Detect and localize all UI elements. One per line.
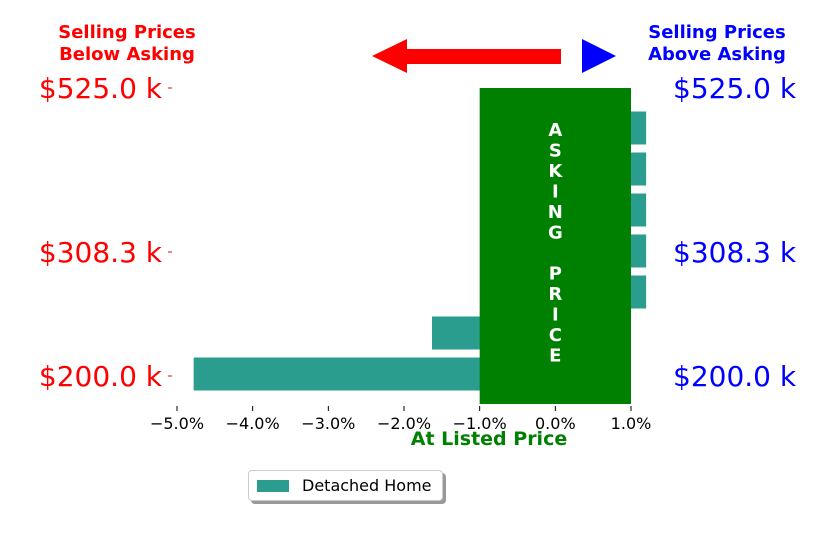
- x-tick-label: −1.0%: [453, 414, 507, 433]
- y-tick-label-right: $308.3 k: [673, 236, 797, 269]
- y-tick-labels: $525.0 k $308.3 k $200.0 k $525.0 k $308.3 k…: [39, 72, 797, 393]
- overlay-letter: K: [548, 161, 563, 182]
- header-right-line1: Selling Prices: [648, 22, 785, 43]
- x-tick-label: 0.0%: [535, 414, 576, 433]
- overlay-letter: G: [548, 223, 563, 244]
- overlay-letter: S: [549, 141, 562, 162]
- x-tick-label: 1.0%: [611, 414, 652, 433]
- overlay-letter: A: [548, 120, 562, 141]
- overlay-letter: I: [552, 182, 559, 203]
- overlay-letter: I: [552, 305, 559, 326]
- header-right-line2: Above Asking: [648, 44, 786, 65]
- x-tick-label: −2.0%: [377, 414, 431, 433]
- x-axis: −5.0% −4.0% −3.0% −2.0% −1.0% 0.0% 1.0%: [150, 405, 652, 433]
- y-tick-label-left: $308.3 k: [39, 236, 163, 269]
- y-tick-label-left: $200.0 k: [39, 360, 163, 393]
- x-axis-label: At Listed Price: [411, 428, 567, 450]
- overlay-letter: P: [549, 264, 562, 285]
- y-tick-label-right: $525.0 k: [673, 72, 797, 105]
- legend: Detached Home: [248, 470, 443, 501]
- y-tick-label-right: $200.0 k: [673, 360, 797, 393]
- x-tick-label: −4.0%: [226, 414, 280, 433]
- y-tick-label-left: $525.0 k: [39, 72, 163, 105]
- overlay-letter: N: [548, 202, 563, 223]
- legend-swatch: [257, 480, 289, 492]
- header-left-line2: Below Asking: [59, 44, 195, 65]
- overlay-letter: R: [548, 284, 562, 305]
- legend-label: Detached Home: [302, 476, 432, 495]
- overlay-letter: E: [549, 346, 561, 367]
- blue-right-triangle-icon: [582, 39, 616, 73]
- overlay-letter: C: [549, 325, 562, 346]
- red-left-arrow-icon: [372, 39, 561, 73]
- asking-price-overlay: [479, 88, 631, 404]
- header-left-line1: Selling Prices: [58, 22, 195, 43]
- x-tick-label: −5.0%: [150, 414, 204, 433]
- x-tick-label: −3.0%: [301, 414, 355, 433]
